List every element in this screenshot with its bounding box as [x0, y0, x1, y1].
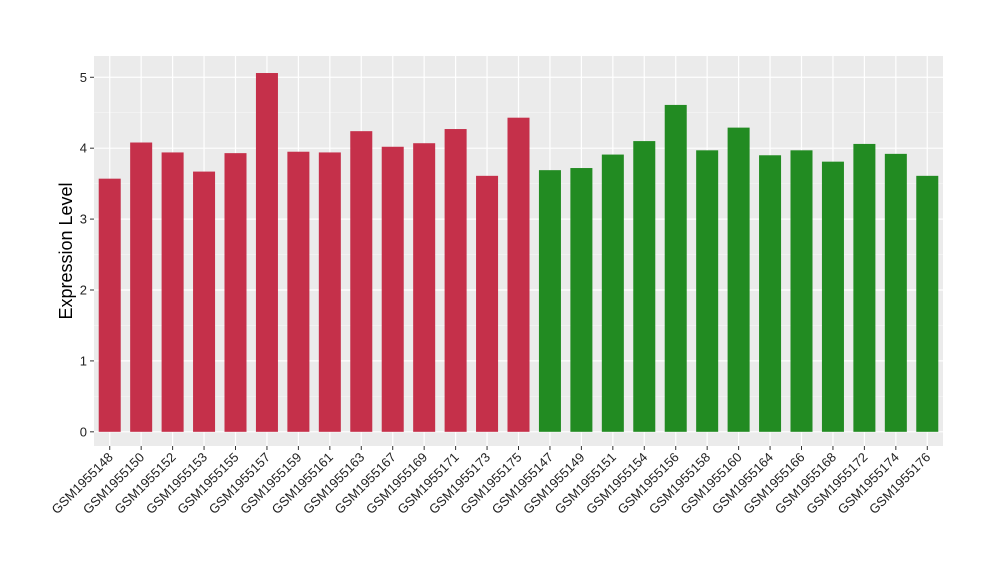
y-tick-label: 2 — [80, 283, 87, 298]
bar-gsm1955168 — [821, 161, 844, 432]
bar-gsm1955169 — [413, 143, 436, 432]
bar-gsm1955161 — [318, 152, 341, 432]
bar-gsm1955157 — [255, 73, 278, 432]
y-tick-label: 4 — [80, 141, 87, 156]
y-tick-label: 3 — [80, 212, 87, 227]
y-tick-label: 5 — [80, 70, 87, 85]
bar-gsm1955153 — [193, 171, 216, 432]
bar-gsm1955172 — [853, 143, 876, 432]
bar-gsm1955148 — [98, 178, 121, 432]
bar-gsm1955171 — [444, 129, 467, 432]
bar-gsm1955166 — [790, 150, 813, 432]
bar-gsm1955156 — [664, 104, 687, 432]
bar-gsm1955158 — [696, 150, 719, 432]
bar-gsm1955163 — [350, 131, 373, 432]
bar-gsm1955147 — [538, 170, 561, 432]
x-axis: GSM1955148GSM1955150GSM1955152GSM1955153… — [49, 446, 933, 517]
bar-gsm1955175 — [507, 117, 530, 432]
bar-gsm1955152 — [161, 152, 184, 432]
y-axis: 0 1 2 3 4 5 — [80, 70, 94, 439]
bar-gsm1955173 — [476, 175, 499, 432]
bar-gsm1955154 — [633, 141, 656, 432]
bar-gsm1955176 — [916, 175, 939, 432]
bar-gsm1955167 — [381, 146, 404, 432]
bar-gsm1955151 — [601, 154, 624, 432]
bar-gsm1955150 — [130, 142, 153, 432]
bar-gsm1955159 — [287, 151, 310, 432]
y-axis-title: Expression Level — [56, 182, 76, 319]
bar-gsm1955155 — [224, 153, 247, 432]
bar-gsm1955149 — [570, 168, 593, 432]
bars — [98, 73, 939, 432]
y-tick-label: 0 — [80, 424, 87, 439]
y-tick-label: 1 — [80, 353, 87, 368]
bar-gsm1955174 — [884, 153, 907, 432]
bar-gsm1955160 — [727, 127, 750, 432]
bar-gsm1955164 — [759, 155, 782, 432]
